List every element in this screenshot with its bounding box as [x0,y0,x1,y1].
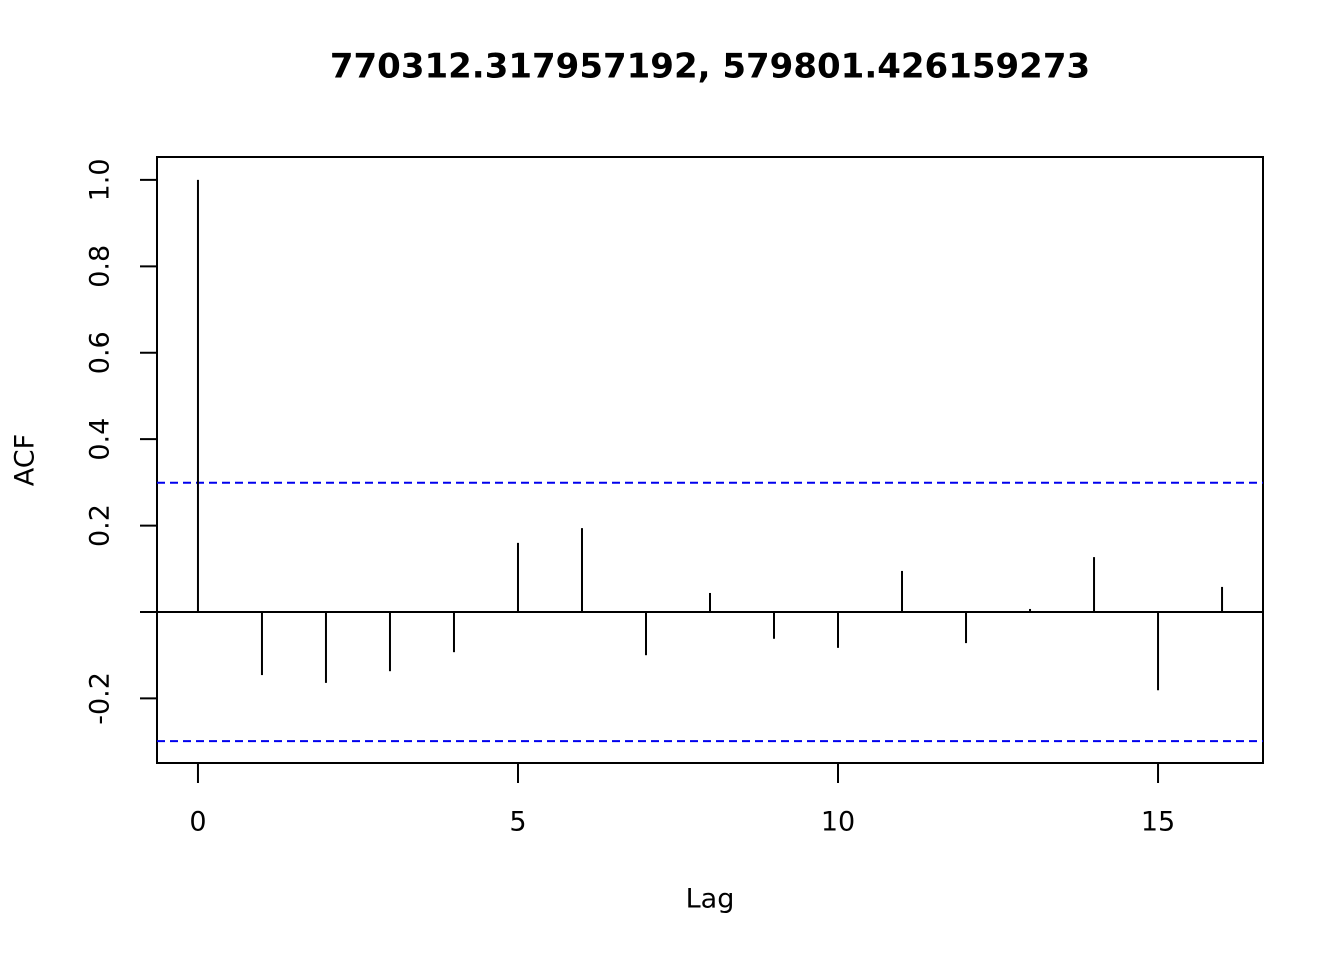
chart-title: 770312.317957192, 579801.426159273 [330,47,1090,87]
y-tick-label: 0.4 [85,418,116,461]
x-tick-label: 15 [1141,807,1175,838]
y-tick-label: 0.8 [85,245,116,288]
y-tick-label: -0.2 [85,672,116,725]
x-axis-label: Lag [686,884,735,915]
plot-frame [156,156,1264,764]
y-tick-label: 0.6 [85,331,116,374]
x-tick-label: 5 [509,807,526,838]
y-axis-label: ACF [10,434,41,486]
y-tick-label: 1.0 [85,158,116,201]
y-tick-label: 0.2 [85,504,116,547]
x-tick-label: 0 [189,807,206,838]
x-tick-label: 10 [821,807,855,838]
